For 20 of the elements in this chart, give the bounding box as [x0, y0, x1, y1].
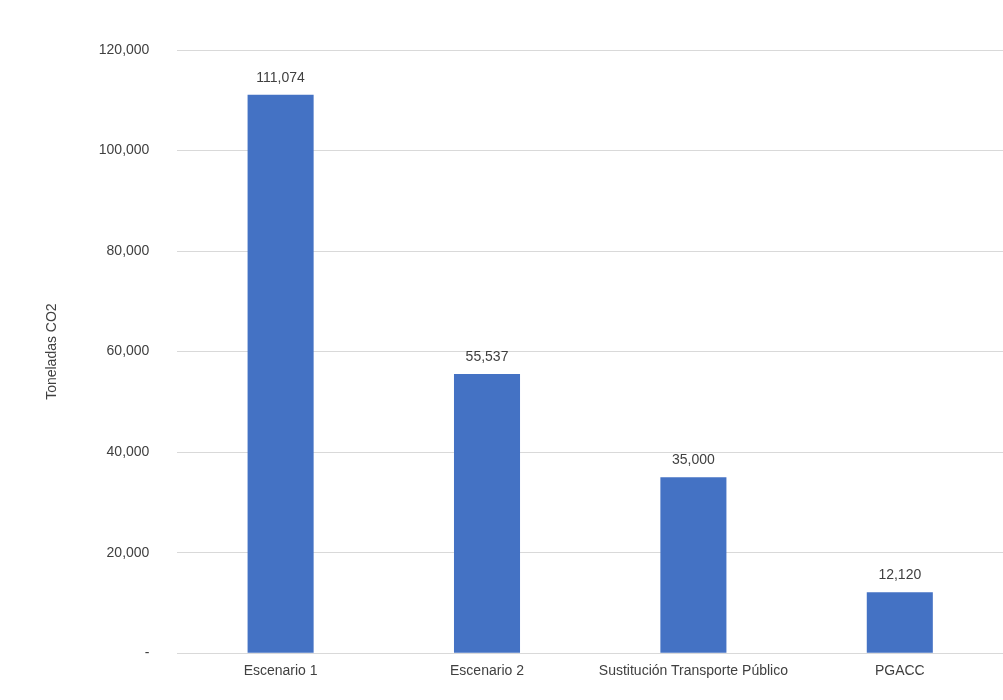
data-label: 35,000 — [671, 451, 716, 468]
x-tick-label: Escenario 1 — [243, 662, 318, 679]
y-tick-label: 20,000 — [106, 543, 150, 560]
x-tick-label: Sustitución Transporte Público — [598, 662, 789, 679]
bar — [453, 374, 521, 653]
bar — [866, 592, 933, 653]
x-tick-label: PGACC — [874, 662, 925, 679]
y-tick-label: - — [144, 644, 150, 661]
y-axis-title: Toneladas CO2 — [43, 303, 60, 400]
bar — [660, 477, 727, 653]
y-tick-label: 100,000 — [98, 141, 150, 158]
bar — [247, 94, 314, 653]
data-label: 55,537 — [465, 347, 509, 364]
y-tick-label: 60,000 — [106, 342, 150, 359]
y-tick-label: 120,000 — [98, 40, 150, 57]
y-tick-label: 40,000 — [106, 442, 150, 459]
y-tick-label: 80,000 — [106, 241, 150, 258]
x-tick-label: Escenario 2 — [450, 662, 525, 679]
data-label: 12,120 — [878, 566, 922, 583]
data-label: 111,074 — [256, 68, 306, 85]
